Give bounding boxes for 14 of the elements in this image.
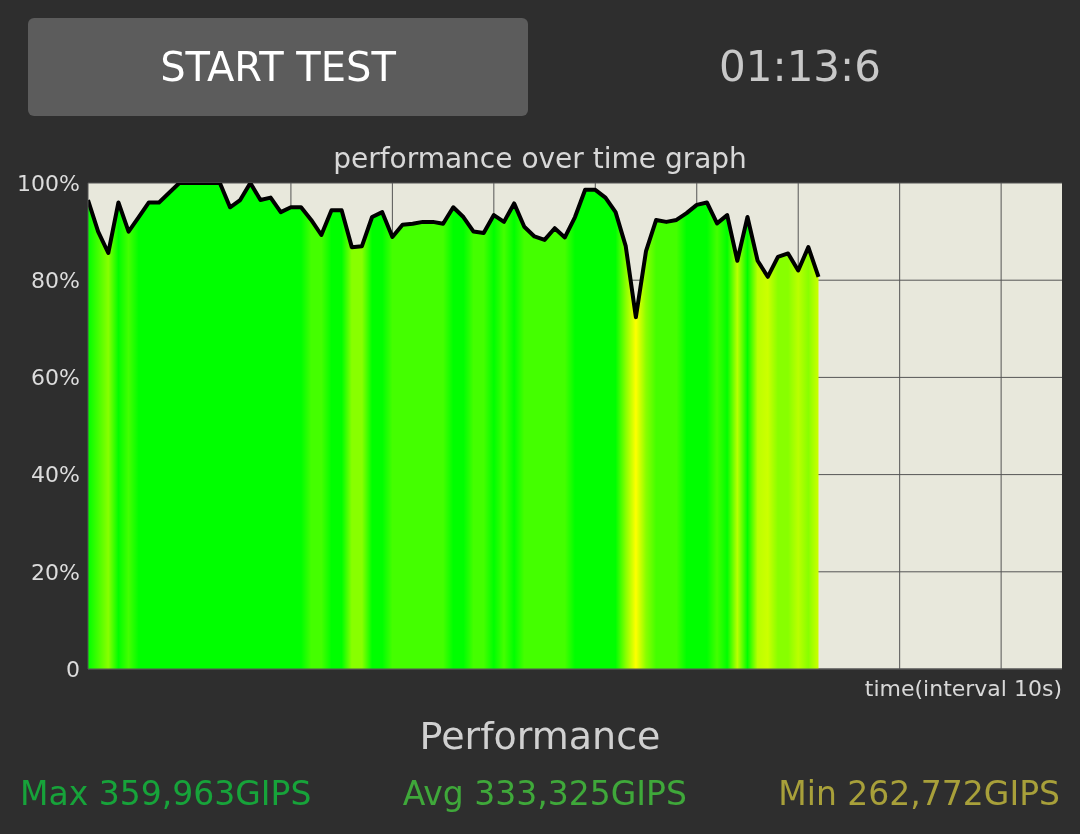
y-tick-label: 80% xyxy=(31,268,80,294)
y-tick-label: 0 xyxy=(66,656,80,682)
text: Max 359,963GIPS xyxy=(20,774,312,813)
chart-title: performance over time graph xyxy=(333,142,747,175)
x-axis-title: time(interval 10s) xyxy=(864,676,1062,701)
text: Performance xyxy=(418,714,662,758)
text: Avg 333,325GIPS xyxy=(402,774,687,813)
text: Min 262,772GIPS xyxy=(778,774,1060,813)
text: 01:13:6 xyxy=(718,42,882,91)
y-tick-label: 20% xyxy=(31,559,80,585)
y-tick-label: 100% xyxy=(17,170,80,196)
y-tick-label: 60% xyxy=(31,365,80,391)
y-tick-label: 40% xyxy=(31,462,80,488)
text: START TEST xyxy=(160,44,396,90)
